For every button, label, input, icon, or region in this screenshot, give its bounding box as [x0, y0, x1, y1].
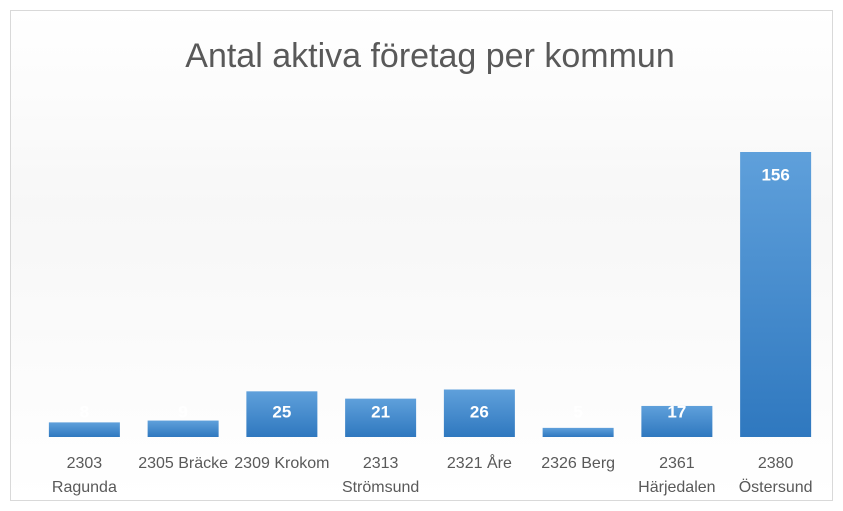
x-tick-label: 2361 Härjedalen: [638, 455, 716, 496]
bar: [542, 427, 614, 437]
data-label: 26: [470, 402, 489, 421]
data-label: 5: [573, 402, 582, 421]
data-label: 21: [371, 402, 390, 421]
bar: [740, 152, 812, 437]
x-tick-label: 2303 Ragunda: [51, 455, 117, 496]
x-tick-label: 2305 Bräcke: [138, 455, 229, 472]
bar: [345, 398, 417, 437]
x-tick-label: 2380 Östersund: [738, 455, 813, 496]
data-label: 8: [80, 402, 89, 421]
x-tick-label: 2321 Åre: [446, 455, 512, 472]
chart-title: Antal aktiva företag per kommun: [185, 37, 674, 75]
x-tick-label: 2309 Krokom: [234, 455, 330, 472]
x-tick-label: 2313 Strömsund: [341, 455, 420, 496]
x-tick-label: 2326 Berg: [541, 455, 616, 472]
bar: [147, 420, 219, 437]
bar: [443, 389, 515, 437]
data-label: 9: [178, 402, 187, 421]
bar: [641, 405, 713, 437]
bar: [246, 391, 318, 437]
data-label: 17: [667, 402, 686, 421]
data-label: 156: [761, 165, 789, 184]
bar: [48, 422, 120, 437]
data-label: 25: [272, 402, 291, 421]
